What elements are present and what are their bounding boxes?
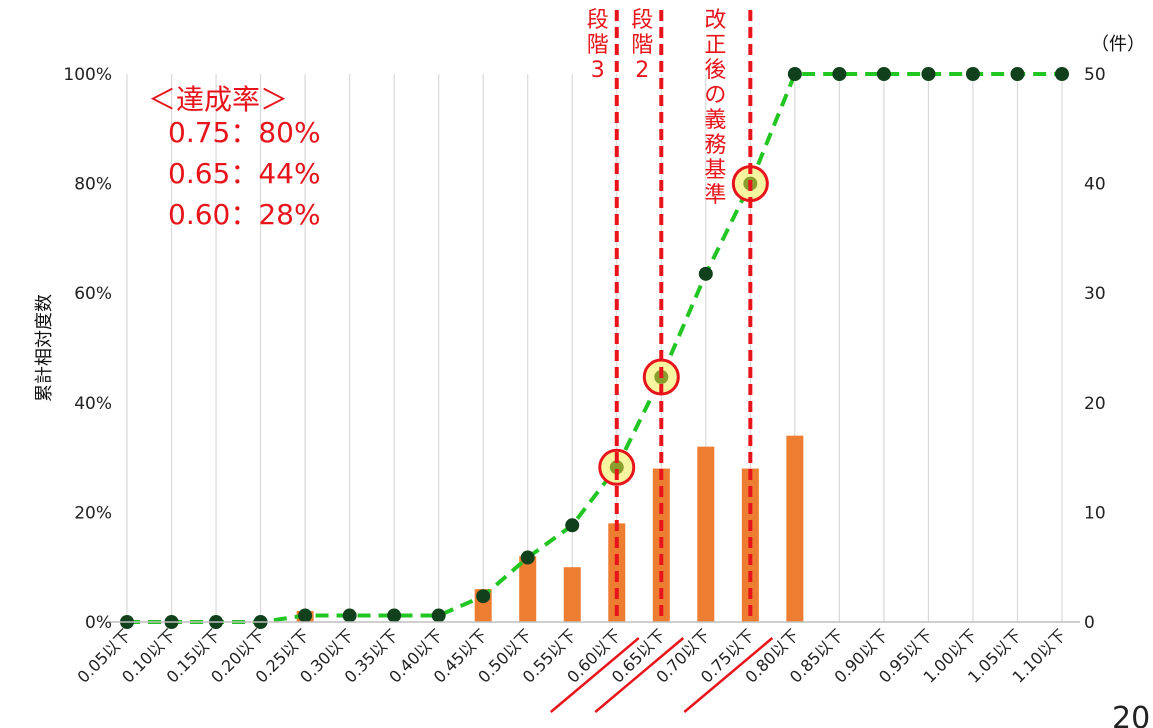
line-point (387, 608, 402, 623)
reference-label-char: 改 (704, 8, 726, 33)
reference-label-char: の (704, 83, 726, 108)
reference-label-char: 後 (704, 58, 726, 83)
line-point (965, 67, 980, 81)
reference-label-char: 基 (704, 158, 726, 183)
cumulative-line-series (120, 67, 1069, 629)
annotation-line: 0.60：28% (168, 198, 321, 231)
line-point (787, 67, 802, 81)
page-number: 20 (1112, 701, 1150, 728)
bar-series (296, 435, 804, 622)
annotation-line: 0.65：44% (168, 157, 321, 190)
line-point (431, 608, 446, 623)
annotation-line: 0.75：80% (168, 116, 321, 149)
bar (563, 567, 581, 622)
bar (786, 435, 804, 622)
reference-label-char: 正 (704, 33, 726, 58)
reference-label-char: 段 (587, 8, 609, 33)
line-point (921, 67, 936, 81)
reference-label-char: 務 (704, 133, 726, 158)
y-axis-left-label: 累計相対度数 (34, 294, 55, 402)
strike-mark (594, 637, 685, 713)
annotation-title: ＜達成率＞ (148, 83, 288, 116)
line-point (342, 608, 357, 623)
y-axis-right-unit: （件） (1091, 34, 1145, 55)
y-right-tick-label: 40 (1084, 175, 1106, 195)
achievement-rate-annotation: ＜達成率＞ 0.75：80% 0.65：44% 0.60：28% (148, 83, 321, 231)
y-left-tick-label: 80% (74, 175, 112, 195)
y-left-tick-label: 20% (74, 503, 112, 523)
reference-label-char: 階 (631, 33, 653, 58)
y-right-tick-label: 20 (1084, 394, 1106, 414)
strike-mark (549, 637, 640, 713)
x-tick-labels: 0.05以下0.10以下0.15以下0.20以下0.25以下0.30以下0.35… (74, 625, 1070, 686)
line-point (1010, 67, 1025, 81)
bar (519, 556, 537, 622)
line-point (1055, 67, 1069, 81)
reference-label-char: 義 (704, 108, 726, 133)
bar (697, 446, 715, 622)
reference-label-char: 階 (587, 33, 609, 58)
cumulative-line (127, 72, 1062, 624)
y-right-tick-label: 50 (1084, 65, 1106, 85)
line-point (565, 518, 580, 533)
y-left-tick-label: 60% (74, 284, 112, 304)
y-left-tick-label: 0% (85, 613, 112, 633)
reference-label-char: 段 (631, 8, 653, 33)
strike-mark (683, 637, 774, 713)
line-point (298, 608, 313, 623)
line-point (609, 460, 624, 475)
line-point (876, 67, 891, 81)
y-right-tick-label: 10 (1084, 503, 1106, 523)
y-right-tick-label: 30 (1084, 284, 1106, 304)
struck-category-marks (549, 637, 774, 713)
y-right-tick-label: 0 (1084, 613, 1095, 633)
line-point (832, 67, 847, 81)
y-left-tick-label: 40% (74, 394, 112, 414)
reference-label-char: 準 (704, 183, 726, 208)
line-point (520, 550, 535, 565)
y-left-tick-label: 100% (63, 65, 112, 85)
line-point (698, 266, 713, 281)
reference-label-char: 2 (635, 58, 649, 83)
line-point (476, 589, 491, 604)
reference-label-char: 3 (591, 58, 605, 83)
axes: 0% 20% 40% 60% 80% 100% 0 10 20 30 40 50 (63, 65, 1105, 633)
